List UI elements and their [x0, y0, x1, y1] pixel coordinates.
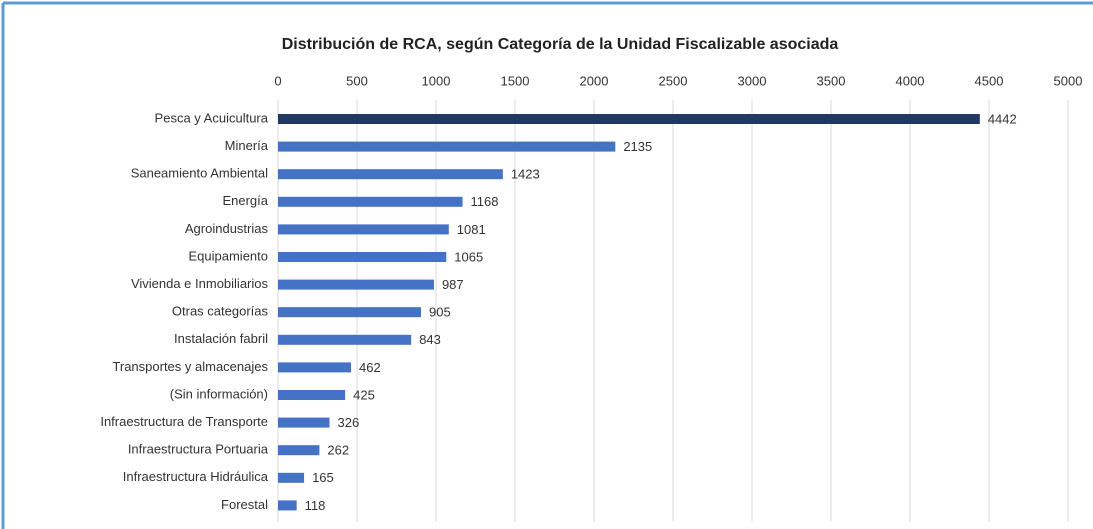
bar: [278, 224, 449, 235]
bar: [278, 362, 351, 373]
chart-title: Distribución de RCA, según Categoría de …: [282, 36, 839, 53]
bar: [278, 390, 346, 400]
bar: [278, 500, 297, 511]
category-label: Infraestructura de Transporte: [100, 414, 268, 429]
bar: [278, 169, 503, 180]
category-label: Vivienda e Inmobiliarios: [131, 276, 269, 291]
category-label: Pesca y Acuicultura: [155, 110, 269, 125]
bar: [278, 417, 330, 428]
data-label: 425: [353, 387, 375, 402]
data-label: 4442: [988, 111, 1017, 126]
category-label: Forestal: [221, 497, 268, 512]
bar: [278, 445, 320, 456]
bar: [278, 252, 447, 262]
x-tick-label: 2500: [659, 73, 688, 88]
data-label: 1065: [454, 249, 483, 264]
data-label: 165: [312, 470, 334, 485]
bar: [278, 196, 463, 207]
data-label: 1081: [457, 222, 486, 237]
x-tick-label: 3500: [817, 73, 846, 88]
category-label: Saneamiento Ambiental: [131, 166, 268, 181]
data-label: 262: [327, 443, 349, 458]
category-label: Instalación fabril: [174, 331, 268, 346]
x-tick-label: 500: [346, 73, 368, 88]
category-label: Infraestructura Portuaria: [128, 442, 269, 457]
x-tick-label: 4500: [975, 73, 1004, 88]
data-label: 843: [419, 332, 441, 347]
data-label: 326: [338, 415, 360, 430]
x-tick-label: 5000: [1054, 73, 1083, 88]
data-label: 1423: [511, 167, 540, 182]
data-label: 987: [442, 277, 464, 292]
bar: [278, 307, 421, 318]
category-label: Minería: [225, 138, 269, 153]
category-label: Agroindustrias: [185, 221, 269, 236]
bar: [278, 279, 434, 290]
data-label: 1168: [471, 194, 499, 209]
bar: [278, 114, 980, 124]
category-label: Otras categorías: [172, 304, 269, 319]
data-label: 118: [305, 498, 326, 513]
x-tick-label: 1000: [422, 73, 451, 88]
bar: [278, 141, 616, 152]
category-label: Infraestructura Hidráulica: [123, 469, 269, 484]
category-label: (Sin información): [170, 386, 268, 401]
bar: [278, 472, 305, 483]
category-label: Transportes y almacenajes: [112, 359, 268, 374]
x-tick-label: 4000: [896, 73, 925, 88]
x-tick-label: 3000: [738, 73, 767, 88]
bar: [278, 334, 412, 345]
x-tick-label: 1500: [501, 73, 530, 88]
data-label: 2135: [623, 139, 652, 154]
data-label: 462: [359, 360, 381, 375]
category-label: Energía: [222, 193, 268, 208]
x-tick-label: 0: [274, 73, 281, 88]
category-label: Equipamiento: [189, 248, 269, 263]
x-tick-label: 2000: [580, 73, 609, 88]
data-label: 905: [429, 305, 451, 320]
